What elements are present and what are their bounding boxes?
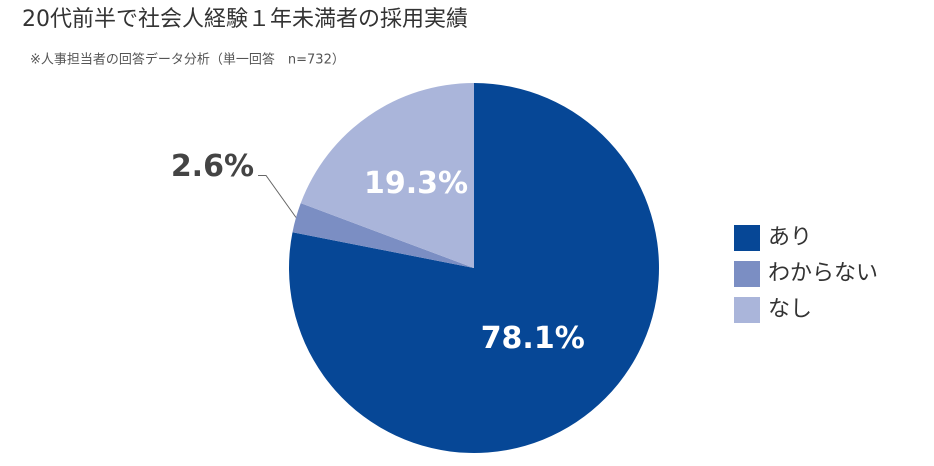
- data-label: 19.3%: [364, 166, 468, 201]
- legend-swatch: [734, 261, 760, 287]
- legend-swatch: [734, 297, 760, 323]
- data-label: 2.6%: [171, 149, 254, 184]
- legend-label: なし: [768, 297, 812, 322]
- pie-slice: [300, 83, 474, 268]
- legend-label: あり: [768, 225, 812, 250]
- legend-label: わからない: [768, 261, 878, 286]
- chart-subtitle: ※人事担当者の回答データ分析（単一回答 n=732）: [30, 52, 345, 68]
- pie-slice: [292, 203, 474, 268]
- legend-swatch: [734, 225, 760, 251]
- chart-title: 20代前半で社会人経験１年未満者の採用実績: [22, 7, 468, 32]
- data-label: 78.1%: [481, 321, 585, 356]
- leader-line: [258, 175, 297, 218]
